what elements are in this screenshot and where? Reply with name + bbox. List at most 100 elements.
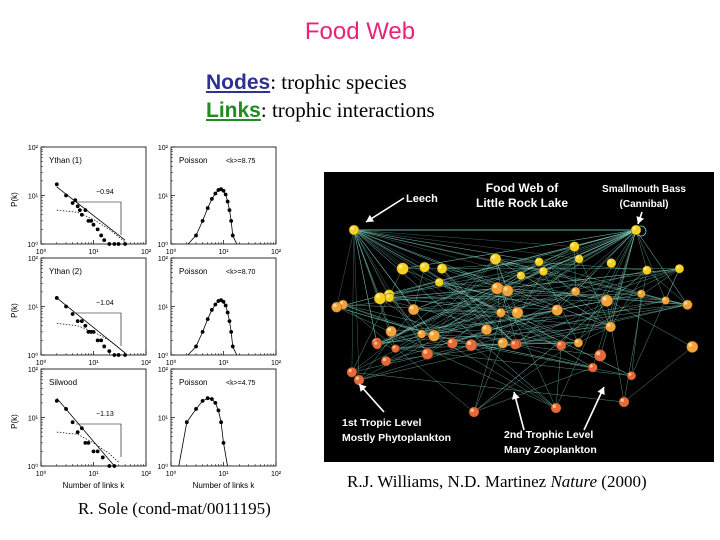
trophic-link [635, 229, 688, 305]
node-highlight [638, 290, 642, 294]
trophic-link [556, 229, 637, 311]
trophic-link [353, 229, 557, 409]
node-highlight [482, 325, 487, 330]
trophic-link [351, 268, 403, 373]
data-point [79, 319, 84, 323]
level1-label-line1: 1st Tropic Level [342, 417, 421, 429]
nodes-definition: Nodes: trophic species [206, 70, 407, 95]
species-node [587, 362, 598, 373]
data-point [83, 208, 88, 212]
y-tick-label: 10² [28, 145, 39, 152]
species-node [516, 271, 526, 281]
y-tick-label: 10² [158, 367, 169, 374]
data-point [91, 329, 96, 334]
trophic-link [495, 258, 688, 305]
data-point [86, 329, 91, 334]
data-point [91, 449, 96, 454]
node-highlight [374, 341, 378, 345]
trophic-link [471, 344, 632, 376]
node-highlight [575, 255, 579, 259]
node-highlight [355, 376, 359, 380]
data-point [77, 208, 82, 212]
x-tick-label: 10¹ [88, 360, 99, 367]
data-point [184, 420, 189, 425]
trophic-link [353, 229, 518, 345]
species-node [511, 306, 524, 319]
data-point [75, 430, 80, 434]
node-highlight [423, 349, 428, 354]
leech-label: Leech [406, 193, 438, 205]
data-point [194, 344, 198, 349]
data-point [205, 396, 210, 401]
trophic-link [353, 229, 593, 368]
node-highlight [382, 357, 387, 362]
trophic-link [353, 229, 611, 328]
label-arrowhead [511, 392, 520, 400]
level1-label-line2: Mostly Phytoplankton [342, 432, 451, 444]
power-law-fit-line [56, 186, 126, 241]
trophic-link [342, 304, 518, 313]
panel-title: Poisson [179, 156, 207, 165]
data-point [86, 440, 91, 445]
species-node [686, 340, 699, 353]
data-point [100, 455, 105, 460]
species-node [556, 340, 567, 351]
data-point [54, 182, 59, 187]
node-highlight [676, 265, 680, 269]
trophic-link [555, 345, 562, 409]
x-tick-label: 10² [271, 249, 282, 256]
data-point [89, 218, 93, 223]
node-highlight [570, 243, 575, 247]
slope-bracket [76, 312, 122, 346]
data-point [209, 197, 214, 201]
y-tick-label: 10¹ [28, 305, 39, 312]
data-point [230, 233, 235, 238]
trophic-link [442, 268, 607, 301]
trophic-link [514, 344, 593, 368]
node-highlight [499, 339, 503, 344]
slope-bracket [76, 423, 122, 457]
data-point [54, 398, 59, 403]
node-highlight [632, 226, 636, 230]
data-point [64, 193, 68, 198]
nodes-text: : trophic species [270, 70, 407, 94]
trophic-link [353, 229, 666, 301]
trophic-link [413, 261, 540, 310]
species-node [407, 303, 420, 316]
trophic-link [386, 344, 516, 362]
trophic-link [358, 309, 414, 381]
trophic-link [500, 288, 666, 301]
x-tick-label: 10⁰ [36, 470, 47, 478]
null-model-curve [56, 322, 126, 354]
node-highlight [688, 342, 693, 347]
x-tick-label: 10² [271, 360, 282, 367]
label-arrow [583, 386, 605, 431]
node-highlight [493, 284, 498, 289]
trophic-link [517, 258, 580, 313]
x-axis-label: Number of links k [193, 481, 256, 490]
trophic-link [635, 229, 648, 271]
x-tick-label: 10² [141, 249, 152, 256]
species-node [538, 266, 548, 276]
trophic-link [421, 290, 508, 335]
trophic-link [635, 229, 666, 301]
node-highlight [620, 398, 624, 402]
species-node [682, 299, 693, 310]
node-highlight [513, 308, 518, 313]
data-point [116, 242, 121, 246]
slope-annotation: −1.04 [96, 300, 114, 307]
species-node [434, 277, 444, 287]
power-law-fit-line [56, 297, 126, 354]
data-point [83, 440, 88, 445]
poisson-curve [178, 397, 228, 467]
node-highlight [386, 294, 390, 298]
species-node [573, 338, 584, 348]
species-node [570, 286, 581, 297]
species-node [385, 325, 397, 338]
species-node [534, 257, 544, 267]
data-point [70, 420, 75, 425]
trophic-link [421, 258, 496, 335]
plots-source-caption: R. Sole (cond-mat/0011195) [78, 499, 271, 518]
data-point [221, 440, 226, 445]
